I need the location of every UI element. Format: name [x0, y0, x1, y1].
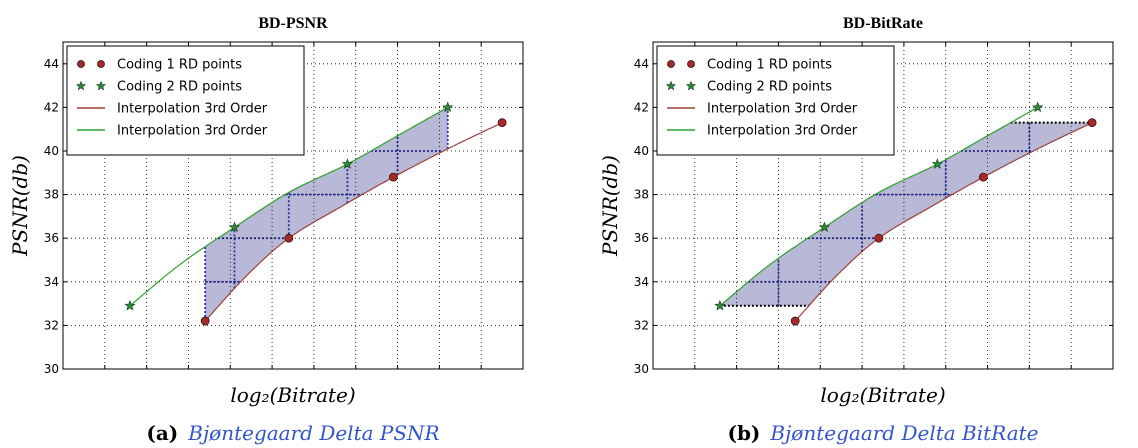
y-tick-label: 40 — [634, 144, 649, 158]
figure-caption: (b) Bjøntegaard Delta BitRate — [727, 421, 1038, 445]
y-tick-label: 38 — [634, 188, 649, 202]
interpolation-line — [129, 106, 448, 307]
interpolation-line — [719, 106, 1038, 307]
legend-marker-star — [665, 80, 677, 91]
rd-point-coding-2 — [818, 221, 831, 233]
rd-point-coding-1 — [1087, 118, 1097, 128]
rd-point-coding-2 — [228, 221, 241, 233]
y-tick-label: 32 — [634, 318, 649, 332]
y-axis-label: PSNR(db) — [598, 155, 622, 257]
x-axis-label: log₂(Bitrate) — [230, 383, 355, 407]
y-tick-label: 42 — [634, 100, 649, 114]
caption-text: Bjøntegaard Delta BitRate — [769, 421, 1038, 445]
interpolation-line — [794, 122, 1093, 322]
chart-title: BD-PSNR — [258, 15, 328, 32]
legend-marker-circle — [97, 60, 105, 68]
plot-frame — [652, 41, 1114, 370]
caption-label: (a) — [146, 421, 178, 445]
legend-label: Coding 1 RD points — [707, 58, 832, 73]
shaded-area — [205, 107, 448, 322]
rd-point-coding-1 — [388, 172, 398, 182]
y-tick-label: 44 — [634, 57, 649, 71]
rd-point-coding-2 — [442, 101, 454, 113]
rd-point-coding-1 — [284, 233, 294, 243]
rd-point-coding-2 — [1032, 101, 1044, 113]
legend-label: Coding 2 RD points — [707, 80, 832, 95]
legend-marker-circle — [667, 60, 675, 68]
y-axis-label: PSNR(db) — [8, 155, 32, 257]
legend-box — [656, 45, 895, 156]
legend-label: Interpolation 3rd Order — [117, 124, 268, 139]
rd-point-coding-1 — [874, 233, 884, 243]
x-axis-label: log₂(Bitrate) — [820, 383, 945, 407]
rd-point-coding-2 — [341, 158, 353, 169]
legend-label: Interpolation 3rd Order — [707, 102, 858, 117]
rd-point-coding-2 — [124, 299, 136, 311]
y-tick-label: 36 — [634, 231, 649, 245]
legend-box — [66, 45, 305, 156]
y-tick-label: 30 — [634, 362, 649, 376]
legend-label: Coding 2 RD points — [117, 80, 242, 95]
y-tick-label: 34 — [634, 275, 649, 289]
y-tick-label: 38 — [44, 188, 59, 202]
figure-caption: (a) Bjøntegaard Delta PSNR — [146, 421, 439, 445]
y-tick-label: 42 — [44, 100, 59, 114]
rd-point-coding-2 — [714, 299, 726, 311]
y-tick-label: 44 — [44, 57, 59, 71]
legend-label: Interpolation 3rd Order — [707, 124, 858, 139]
legend-marker-star — [75, 80, 87, 91]
rd-point-coding-1 — [790, 316, 800, 326]
rd-point-coding-1 — [497, 118, 507, 128]
caption-text: Bjøntegaard Delta PSNR — [187, 421, 439, 445]
rd-point-coding-1 — [200, 316, 210, 326]
y-tick-label: 30 — [44, 362, 59, 376]
legend-marker-circle — [687, 60, 695, 68]
legend-label: Coding 1 RD points — [117, 58, 242, 73]
rd-point-coding-1 — [978, 172, 988, 182]
y-tick-label: 32 — [44, 318, 59, 332]
y-tick-label: 34 — [44, 275, 59, 289]
legend-marker-star — [685, 80, 697, 91]
caption-label: (b) — [727, 421, 760, 445]
chart-title: BD-BitRate — [843, 15, 923, 32]
y-tick-label: 36 — [44, 231, 59, 245]
legend-marker-star — [95, 80, 107, 91]
legend-marker-circle — [77, 60, 85, 68]
plot-frame — [62, 41, 524, 370]
y-tick-label: 40 — [44, 144, 59, 158]
rd-point-coding-2 — [931, 158, 943, 169]
legend-label: Interpolation 3rd Order — [117, 102, 268, 117]
interpolation-line — [204, 122, 503, 322]
